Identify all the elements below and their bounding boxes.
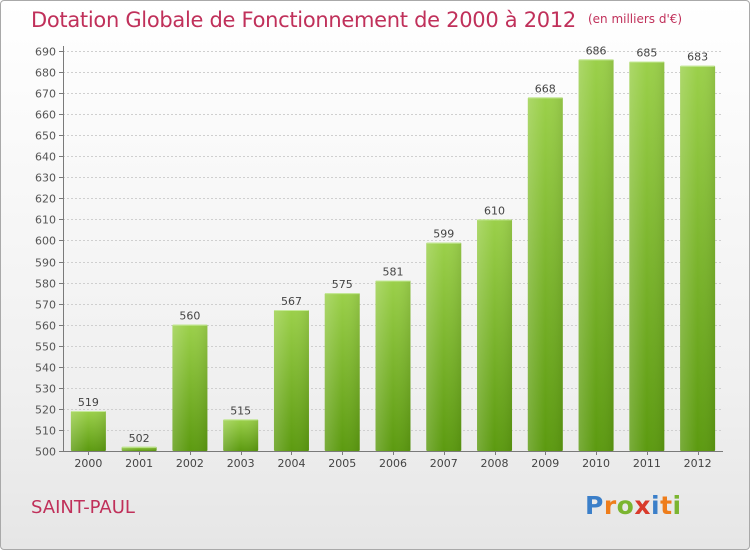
y-tick-label: 560 xyxy=(35,320,56,333)
bar-shading xyxy=(70,411,106,451)
data-label: 686 xyxy=(586,44,607,57)
logo-letter: x xyxy=(634,491,651,520)
axes: 500 510 520 530 540 550 560 570 580 590 600 610 620 6… xyxy=(35,46,723,470)
y-tick-label: 510 xyxy=(35,425,56,438)
data-label: 685 xyxy=(636,47,657,60)
data-label: 575 xyxy=(332,278,353,291)
y-tick-label: 610 xyxy=(35,214,56,227)
chart-subtitle: (en milliers d'€) xyxy=(587,12,683,26)
logo-letter: r xyxy=(603,491,617,520)
bar-shading xyxy=(477,219,513,451)
x-tick-label: 2012 xyxy=(684,457,712,470)
data-label: 560 xyxy=(179,310,200,323)
y-tick-label: 540 xyxy=(35,362,56,375)
logo-letter: P xyxy=(585,491,604,520)
y-tick-label: 690 xyxy=(35,46,56,59)
y-tick-label: 580 xyxy=(35,278,56,291)
x-tick-label: 2008 xyxy=(481,457,509,470)
data-label: 599 xyxy=(433,228,454,241)
y-tick-label: 650 xyxy=(35,130,56,143)
x-tick-label: 2006 xyxy=(379,457,407,470)
logo-letter: o xyxy=(616,491,635,520)
x-tick-label: 2011 xyxy=(633,457,661,470)
commune-name: SAINT-PAUL xyxy=(31,497,135,518)
y-tick-label: 660 xyxy=(35,109,56,122)
data-label: 581 xyxy=(383,265,404,278)
y-tick-label: 570 xyxy=(35,299,56,312)
x-tick-label: 2003 xyxy=(227,457,255,470)
x-tick-label: 2002 xyxy=(176,457,204,470)
bar-shading xyxy=(172,324,208,451)
bar-shading xyxy=(629,61,665,452)
bar-shading xyxy=(426,242,462,451)
y-tick-label: 630 xyxy=(35,172,56,185)
logo-letter: i xyxy=(651,491,661,520)
proxiti-logo[interactable]: Proxiti xyxy=(585,491,682,520)
y-tick-label: 640 xyxy=(35,151,56,164)
logo-letter: i xyxy=(672,491,682,520)
bars xyxy=(70,59,716,452)
y-tick-label: 600 xyxy=(35,235,56,248)
data-label: 515 xyxy=(230,404,251,417)
data-label: 519 xyxy=(78,396,99,409)
x-tick-label: 2001 xyxy=(125,457,153,470)
bar-shading xyxy=(273,309,309,451)
bar-shading xyxy=(121,446,157,451)
logo-letter: t xyxy=(660,491,673,520)
data-label: 668 xyxy=(535,82,556,95)
y-tick-label: 620 xyxy=(35,193,56,206)
x-tick-label: 2004 xyxy=(277,457,305,470)
bar-shading xyxy=(680,65,716,451)
data-label: 610 xyxy=(484,204,505,217)
bar-shading xyxy=(578,59,614,451)
bar-shading xyxy=(324,293,360,451)
data-label: 567 xyxy=(281,295,302,308)
x-tick-label: 2000 xyxy=(74,457,102,470)
y-tick-label: 680 xyxy=(35,67,56,80)
y-tick-label: 550 xyxy=(35,341,56,354)
title-row: Dotation Globale de Fonctionnement de 20… xyxy=(31,8,682,32)
data-label: 502 xyxy=(129,432,150,445)
chart-title: Dotation Globale de Fonctionnement de 20… xyxy=(31,8,576,32)
x-tick-label: 2007 xyxy=(430,457,458,470)
y-tick-label: 670 xyxy=(35,88,56,101)
y-tick-label: 590 xyxy=(35,257,56,270)
x-tick-label: 2005 xyxy=(328,457,356,470)
bar-shading xyxy=(375,280,411,451)
y-tick-label: 520 xyxy=(35,404,56,417)
y-tick-label: 500 xyxy=(35,446,56,459)
bar-shading xyxy=(223,419,259,451)
x-tick-label: 2010 xyxy=(582,457,610,470)
y-tick-label: 530 xyxy=(35,383,56,396)
data-label: 683 xyxy=(687,51,708,64)
bar-shading xyxy=(527,97,563,451)
value-labels: 519 502 560 515 567 575 581 599 610 668 686 685 683 xyxy=(78,44,708,444)
x-tick-label: 2009 xyxy=(531,457,559,470)
